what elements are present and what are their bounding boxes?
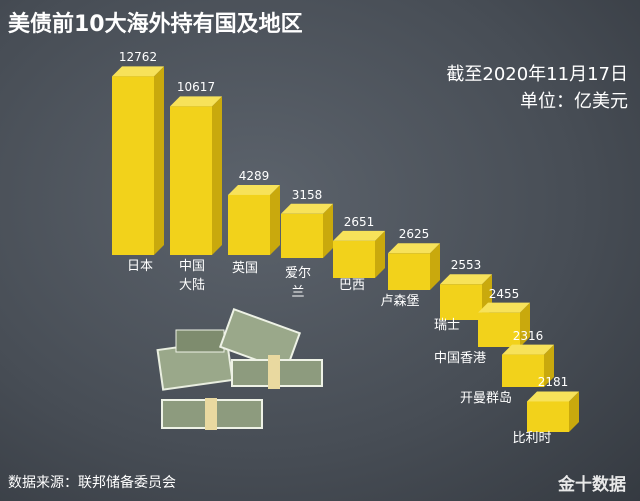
value-label: 3158: [291, 187, 323, 202]
category-label: 爱尔兰: [284, 266, 312, 300]
value-label: 10617: [176, 80, 216, 95]
value-label: 2181: [537, 375, 569, 390]
bar-face: [323, 203, 333, 258]
bar-face: [478, 312, 520, 347]
bar-face: [502, 354, 544, 387]
chart-title: 美债前10大海外持有国及地区: [8, 12, 303, 37]
bar-face: [228, 184, 280, 195]
bar-face: [569, 391, 579, 432]
bar-face: [520, 302, 530, 347]
bar: [502, 344, 554, 387]
bar-face: [478, 302, 530, 313]
bar-face: [228, 194, 270, 255]
bar-face: [333, 240, 375, 278]
bar-face: [502, 344, 554, 355]
category-label: 开曼群岛: [459, 391, 513, 406]
money-stacks: [156, 307, 323, 430]
bar-face: [440, 284, 482, 320]
bar: [228, 184, 280, 255]
bar: [388, 243, 440, 290]
bar: [281, 203, 333, 258]
bar-face: [212, 96, 222, 255]
bar-face: [112, 76, 154, 255]
category-label: 巴西: [338, 278, 366, 293]
category-label: 日本: [126, 259, 154, 274]
value-label: 2651: [343, 214, 375, 229]
bar-face: [333, 230, 385, 241]
bar-face: [527, 391, 579, 402]
bar-face: [375, 230, 385, 278]
category-label: 中国香港: [433, 351, 487, 366]
bar: [333, 230, 385, 278]
bar-face: [270, 184, 280, 255]
category-label: 比利时: [512, 431, 552, 446]
bar-face: [154, 66, 164, 255]
value-label: 4289: [238, 168, 270, 183]
value-label: 12762: [118, 50, 158, 65]
value-label: 2316: [512, 328, 544, 343]
category-label: 卢森堡: [380, 294, 420, 309]
bar-face: [281, 213, 323, 258]
value-label: 2625: [398, 227, 430, 242]
watermark: 金十数据: [558, 475, 626, 495]
subtitle: 单位：亿美元: [520, 91, 628, 112]
bar-face: [112, 66, 164, 77]
category-label: 英国: [231, 261, 259, 276]
bar: [170, 96, 222, 255]
bar-face: [170, 106, 212, 255]
bar-face: [544, 344, 554, 387]
category-label: 中国大陆: [178, 259, 206, 293]
value-label: 2553: [450, 258, 482, 273]
bar-face: [170, 96, 222, 107]
bar: [478, 302, 530, 347]
bar-face: [281, 203, 333, 214]
source: 数据来源：联邦储备委员会: [8, 475, 176, 491]
subtitle: 截至2020年11月17日: [446, 64, 628, 85]
bar: [527, 391, 579, 432]
bar: [112, 66, 164, 255]
bar-face: [527, 401, 569, 432]
bar-face: [440, 274, 492, 285]
bar-face: [388, 243, 440, 254]
category-label: 瑞士: [433, 318, 461, 333]
bar-face: [388, 253, 430, 290]
value-label: 2455: [488, 286, 520, 301]
bar-face: [430, 243, 440, 290]
